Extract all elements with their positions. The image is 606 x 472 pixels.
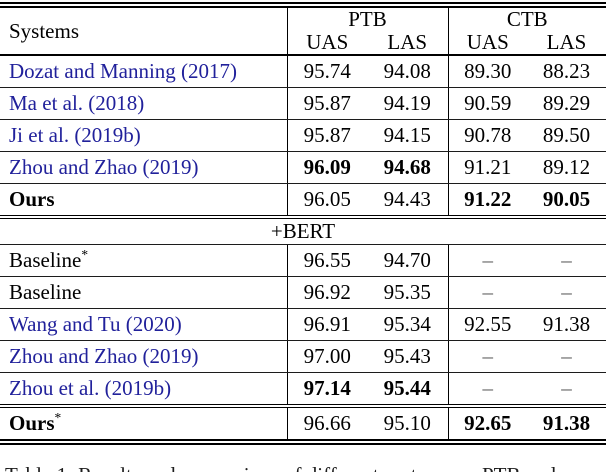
cell-ctb-las: 89.29 [527, 87, 606, 120]
cell-ctb-uas: – [447, 372, 528, 408]
cell-ctb-las: – [527, 244, 606, 277]
cell-ctb-las: 89.50 [527, 119, 606, 152]
cell-ctb-uas: – [447, 340, 528, 373]
header-group-row: Systems PTB CTB [0, 5, 606, 56]
baseline-star-text: Baseline [9, 248, 82, 273]
cell-ctb-uas: 92.55 [447, 308, 528, 341]
table-row: Zhou and Zhao (2019) 96.09 94.68 91.21 8… [0, 151, 606, 184]
cell-ctb-las: – [527, 372, 606, 408]
cell-ctb-uas: – [447, 244, 528, 277]
cell-ptb-las: 94.19 [367, 87, 449, 120]
label-ours-star: Ours* [0, 406, 287, 445]
header-ctb: CTB [447, 5, 606, 31]
citation-dozat-manning-2017[interactable]: Dozat and Manning (2017) [0, 55, 287, 88]
cell-ptb-las: 94.43 [367, 183, 449, 219]
cell-ptb-uas: 97.14 [286, 372, 367, 408]
cell-ptb-uas: 96.66 [286, 406, 367, 445]
header-ctb-uas: UAS [447, 31, 528, 56]
cell-ctb-las: – [527, 276, 606, 309]
ours-star-text: Ours [9, 411, 55, 436]
header-ptb-las: LAS [367, 31, 449, 56]
table-row-ours-bert: Ours* 96.66 95.10 92.65 91.38 [0, 406, 606, 445]
header-ptb-uas: UAS [286, 31, 367, 56]
citation-zhou-2019b[interactable]: Zhou et al. (2019b) [0, 372, 287, 408]
citation-zhou-zhao-2019-bert[interactable]: Zhou and Zhao (2019) [0, 340, 287, 373]
table-row: Zhou et al. (2019b) 97.14 95.44 – – [0, 372, 606, 408]
table-row: Ji et al. (2019b) 95.87 94.15 90.78 89.5… [0, 119, 606, 152]
cell-ptb-las: 95.43 [367, 340, 449, 373]
table-row: Ma et al. (2018) 95.87 94.19 90.59 89.29 [0, 87, 606, 120]
table-row-ours: Ours 96.05 94.43 91.22 90.05 [0, 183, 606, 219]
cell-ctb-las: – [527, 340, 606, 373]
cell-ctb-uas: 92.65 [447, 406, 528, 445]
label-baseline-star: Baseline* [0, 244, 287, 277]
bert-section-row: +BERT [0, 217, 606, 245]
citation-ma-2018[interactable]: Ma et al. (2018) [0, 87, 287, 120]
cell-ctb-uas: 91.22 [447, 183, 528, 219]
cell-ptb-las: 95.10 [367, 406, 449, 445]
cell-ptb-las: 94.70 [367, 244, 449, 277]
table-row: Zhou and Zhao (2019) 97.00 95.43 – – [0, 340, 606, 373]
asterisk-marker: * [81, 247, 89, 263]
table-row: Wang and Tu (2020) 96.91 95.34 92.55 91.… [0, 308, 606, 341]
table-row: Baseline* 96.55 94.70 – – [0, 244, 606, 277]
cell-ctb-las: 89.12 [527, 151, 606, 184]
cell-ptb-uas: 96.91 [286, 308, 367, 341]
bert-section-label: +BERT [0, 217, 606, 245]
cell-ctb-las: 90.05 [527, 183, 606, 219]
cell-ctb-uas: 90.59 [447, 87, 528, 120]
table-row: Baseline 96.92 95.35 – – [0, 276, 606, 309]
cell-ctb-las: 91.38 [527, 406, 606, 445]
header-metric-row: UAS LAS UAS LAS [0, 31, 606, 56]
citation-ji-2019b[interactable]: Ji et al. (2019b) [0, 119, 287, 152]
cell-ctb-uas: – [447, 276, 528, 309]
cell-ptb-las: 94.15 [367, 119, 449, 152]
table-row: Dozat and Manning (2017) 95.74 94.08 89.… [0, 55, 606, 88]
cell-ptb-uas: 95.87 [286, 119, 367, 152]
table-caption: Table 1: Results and comparison of diffe… [5, 463, 605, 472]
cell-ctb-las: 88.23 [527, 55, 606, 88]
cell-ptb-las: 94.08 [367, 55, 449, 88]
cell-ctb-las: 91.38 [527, 308, 606, 341]
label-baseline: Baseline [0, 276, 287, 309]
cell-ptb-uas: 96.05 [286, 183, 367, 219]
cell-ptb-las: 95.44 [367, 372, 449, 408]
cell-ctb-uas: 89.30 [447, 55, 528, 88]
citation-wang-tu-2020[interactable]: Wang and Tu (2020) [0, 308, 287, 341]
cell-ptb-uas: 97.00 [286, 340, 367, 373]
cell-ptb-las: 95.34 [367, 308, 449, 341]
cell-ptb-uas: 96.92 [286, 276, 367, 309]
cell-ctb-uas: 91.21 [447, 151, 528, 184]
header-systems: Systems [0, 5, 287, 56]
cell-ptb-uas: 96.55 [286, 244, 367, 277]
cell-ptb-uas: 95.87 [286, 87, 367, 120]
cell-ptb-uas: 95.74 [286, 55, 367, 88]
cell-ptb-las: 94.68 [367, 151, 449, 184]
header-ptb: PTB [286, 5, 449, 31]
cell-ptb-las: 95.35 [367, 276, 449, 309]
cell-ctb-uas: 90.78 [447, 119, 528, 152]
results-table: Systems PTB CTB UAS LAS UAS LAS Dozat an… [0, 2, 606, 445]
header-ctb-las: LAS [527, 31, 606, 56]
cell-ptb-uas: 96.09 [286, 151, 367, 184]
label-ours: Ours [0, 183, 287, 219]
asterisk-marker: * [54, 410, 62, 426]
citation-zhou-zhao-2019[interactable]: Zhou and Zhao (2019) [0, 151, 287, 184]
